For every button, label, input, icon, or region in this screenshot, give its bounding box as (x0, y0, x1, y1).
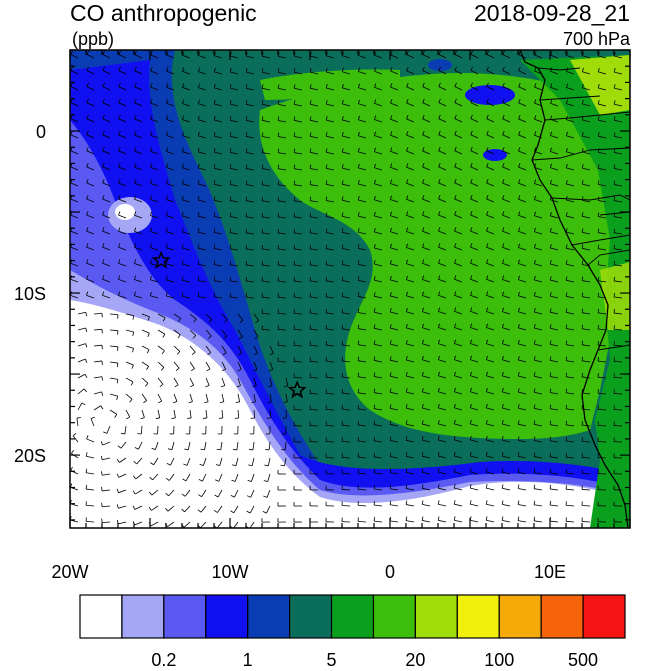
wind-barb-flag (121, 433, 125, 434)
wind-barb-flag (358, 421, 359, 425)
wind-barb-flag (326, 309, 327, 313)
wind-barb-flag (278, 229, 279, 233)
wind-barb-flag (614, 261, 615, 265)
wind-barb-flag (566, 405, 567, 409)
wind-barb-flag (614, 277, 615, 281)
colorbar-swatch (499, 595, 541, 638)
wind-barb (286, 410, 287, 418)
wind-barb-flag (246, 245, 247, 249)
latitude-label: 0 (36, 122, 46, 143)
wind-barb-flag (566, 437, 567, 441)
wind-barb-flag (550, 501, 551, 505)
wind-barb (582, 505, 590, 506)
wind-barb-flag (249, 449, 253, 450)
colorbar-label: 500 (568, 650, 598, 671)
wind-barb-flag (262, 229, 263, 233)
latitude-label: 10S (14, 284, 46, 305)
colorbar-label: 0.2 (151, 650, 176, 671)
colorbar-swatch (541, 595, 583, 638)
wind-barb-flag (342, 341, 343, 345)
wind-barb-flag (550, 485, 551, 489)
wind-barb-flag (598, 309, 599, 313)
wind-barb-flag (262, 245, 263, 249)
wind-barb-flag (246, 261, 247, 265)
map-plot (0, 0, 650, 560)
wind-barb-flag (598, 325, 599, 329)
colorbar-swatch (206, 595, 248, 638)
longitude-label: 10W (211, 562, 248, 583)
colorbar-swatch (373, 595, 415, 638)
wind-barb-flag (358, 405, 359, 409)
co-field-blue-blob-2 (428, 59, 452, 71)
wind-barb-flag (233, 449, 237, 450)
wind-barb-flag (310, 277, 311, 281)
wind-barb-flag (294, 245, 295, 249)
latitude-label: 20S (14, 446, 46, 467)
colorbar-swatch (583, 595, 625, 638)
wind-barb-flag (310, 261, 311, 265)
colorbar-swatch (164, 595, 206, 638)
wind-barb-flag (374, 469, 375, 473)
wind-barb-flag (326, 293, 327, 297)
wind-barb-flag (342, 357, 343, 361)
colorbar-swatch (332, 595, 374, 638)
wind-barb-flag (262, 213, 263, 217)
wind-barb (310, 393, 318, 394)
wind-barb-flag (77, 418, 81, 419)
wind-barb-flag (230, 293, 231, 297)
longitude-label: 0 (385, 562, 395, 583)
wind-barb (614, 409, 622, 410)
colorbar-label: 20 (405, 650, 425, 671)
colorbar-label: 1 (243, 650, 253, 671)
wind-barb-flag (278, 213, 279, 217)
wind-barb-flag (117, 363, 118, 367)
colorbar-label: 5 (327, 650, 337, 671)
wind-barb-flag (582, 373, 583, 377)
wind-barb (326, 441, 334, 442)
wind-barb (342, 489, 350, 490)
longitude-label: 20W (51, 562, 88, 583)
wind-barb-flag (294, 229, 295, 233)
wind-barb-flag (582, 357, 583, 361)
wind-barb-flag (102, 361, 103, 365)
wind-barb-flag (566, 421, 567, 425)
colorbar-swatch (248, 595, 290, 638)
wind-barb-flag (187, 418, 191, 419)
colorbar-swatch (80, 595, 122, 638)
wind-barb-flag (342, 373, 343, 377)
wind-barb (278, 361, 286, 362)
colorbar-swatch (457, 595, 499, 638)
longitude-label: 10E (534, 562, 566, 583)
wind-barb-flag (230, 277, 231, 281)
wind-barb-flag (278, 245, 279, 249)
colorbar-swatch (122, 595, 164, 638)
wind-barb-flag (374, 485, 375, 489)
colorbar-label: 100 (484, 650, 514, 671)
colorbar-swatch (290, 595, 332, 638)
colorbar-swatch (415, 595, 457, 638)
wind-barb-flag (550, 469, 551, 473)
wind-barb (598, 441, 606, 442)
wind-barb (294, 377, 302, 378)
